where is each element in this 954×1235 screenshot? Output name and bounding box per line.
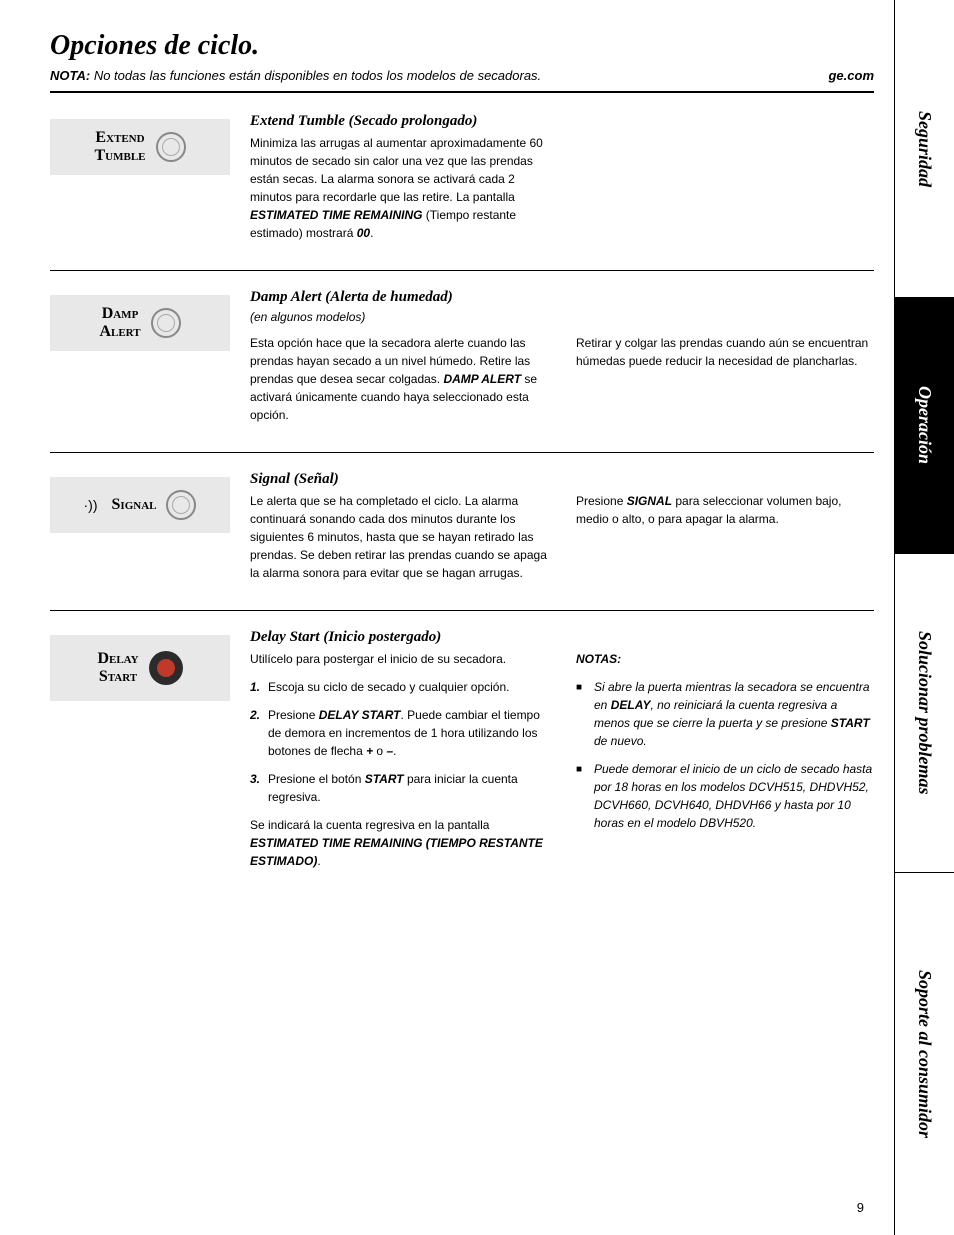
delay-start-button-icon [149, 651, 183, 685]
signal-feature: ·)) Signal [50, 477, 230, 533]
sidebar-tabs: Seguridad Operación Solucionar problemas… [894, 0, 954, 1235]
delay-start-step1: 1.Escoja su ciclo de secado y cualquier … [250, 678, 548, 696]
top-rule [50, 91, 874, 93]
divider [50, 610, 874, 611]
delay-start-step3: 3.Presione el botón START para iniciar l… [250, 770, 548, 806]
extend-tumble-body: Minimiza las arrugas al aumentar aproxim… [250, 134, 548, 242]
divider [50, 270, 874, 271]
page-note-row: NOTA: No todas las funciones están dispo… [50, 68, 874, 83]
damp-alert-label1: Damp [99, 305, 140, 323]
note-text: No todas las funciones están disponibles… [94, 68, 541, 83]
section-damp-alert: Damp Alert Damp Alert (Alerta de humedad… [50, 289, 874, 434]
delay-start-label2: Start [97, 668, 138, 686]
tab-seguridad[interactable]: Seguridad [895, 0, 954, 298]
signal-col1: Le alerta que se ha completado el ciclo.… [250, 492, 548, 582]
section-extend-tumble: Extend Tumble Extend Tumble (Secado prol… [50, 113, 874, 252]
delay-start-label1: Delay [97, 650, 138, 668]
extend-tumble-feature: Extend Tumble [50, 119, 230, 175]
notes-label: NOTAS: [576, 650, 874, 668]
delay-start-intro: Utilícelo para postergar el inicio de su… [250, 650, 548, 668]
tab-operacion[interactable]: Operación [895, 298, 954, 553]
extend-tumble-button-icon [156, 132, 186, 162]
damp-alert-col2: Retirar y colgar las prendas cuando aún … [576, 334, 874, 370]
delay-start-title: Delay Start (Inicio postergado) [250, 629, 874, 646]
extend-tumble-title: Extend Tumble (Secado prolongado) [250, 113, 548, 130]
signal-button-icon [166, 490, 196, 520]
delay-start-feature: Delay Start [50, 635, 230, 701]
page-number: 9 [857, 1200, 864, 1215]
damp-alert-title: Damp Alert (Alerta de humedad) [250, 289, 874, 306]
damp-alert-feature: Damp Alert [50, 295, 230, 351]
section-delay-start: Delay Start Delay Start (Inicio posterga… [50, 629, 874, 880]
damp-alert-col1: Esta opción hace que la secadora alerte … [250, 334, 548, 424]
site-link[interactable]: ge.com [828, 68, 874, 83]
sound-waves-icon: ·)) [84, 497, 98, 513]
extend-tumble-label1: Extend [94, 129, 145, 147]
divider [50, 452, 874, 453]
section-signal: ·)) Signal Signal (Señal) Le alerta que … [50, 471, 874, 592]
delay-start-step2: 2.Presione DELAY START. Puede cambiar el… [250, 706, 548, 760]
tab-solucionar[interactable]: Solucionar problemas [895, 554, 954, 874]
signal-col2: Presione SIGNAL para seleccionar volumen… [576, 492, 874, 528]
delay-start-note2: Puede demorar el inicio de un ciclo de s… [576, 760, 874, 832]
damp-alert-button-icon [151, 308, 181, 338]
extend-tumble-label2: Tumble [94, 147, 145, 165]
note-label: NOTA: [50, 68, 90, 83]
damp-alert-subnote: (en algunos modelos) [250, 310, 874, 324]
page-title: Opciones de ciclo. [50, 30, 874, 62]
delay-start-note1: Si abre la puerta mientras la secadora s… [576, 678, 874, 750]
delay-start-after: Se indicará la cuenta regresiva en la pa… [250, 816, 548, 870]
signal-title: Signal (Señal) [250, 471, 874, 488]
damp-alert-label2: Alert [99, 323, 140, 341]
signal-label: Signal [112, 496, 157, 514]
tab-soporte[interactable]: Soporte al consumidor [895, 873, 954, 1235]
